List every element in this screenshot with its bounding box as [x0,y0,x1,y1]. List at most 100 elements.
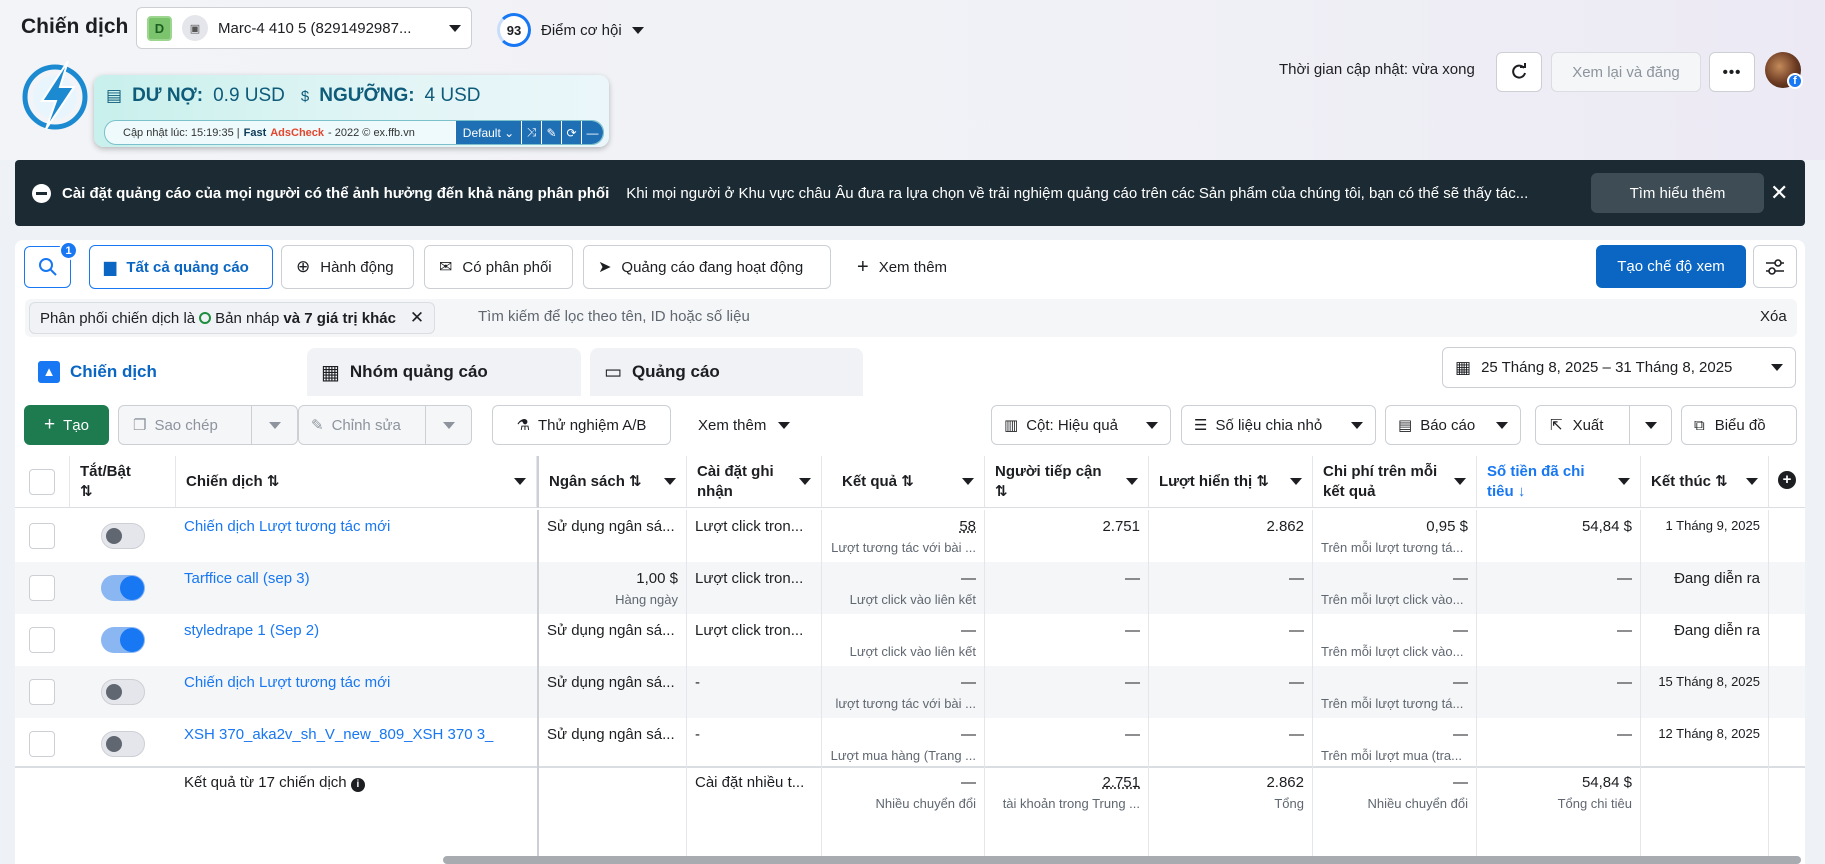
extension-status-bar: Cập nhật lúc: 15:19:35 | Fast AdsCheck -… [104,120,604,145]
cpr-cell: — Trên mỗi lượt click vào... [1313,562,1477,614]
clear-filters-link[interactable]: Xóa [1760,308,1787,325]
campaign-name-link[interactable]: Chiến dịch Lượt tương tác mới [184,518,391,535]
impressions-value: — [1289,726,1304,743]
date-range-picker[interactable]: ▦ 25 Tháng 8, 2025 – 31 Tháng 8, 2025 [1442,347,1796,388]
spent-value: 54,84 $ [1581,518,1632,535]
ends-value: Đang diễn ra [1674,622,1760,639]
settings-sliders-button[interactable] [1753,245,1797,288]
close-icon[interactable]: ✕ [409,308,425,327]
column-cost-per-result[interactable]: Chi phí trên mỗi kết quả [1313,456,1477,508]
ab-test-button[interactable]: ⚗ Thử nghiệm A/B [492,405,671,445]
chevron-down-icon [1496,421,1508,429]
reach-value: 2.751 [1102,518,1140,535]
horizontal-scrollbar[interactable] [443,856,1801,864]
export-dropdown[interactable] [1629,406,1671,444]
filter-search-input[interactable]: Tìm kiếm để lọc theo tên, ID hoặc số liệ… [478,308,750,325]
minimize-icon[interactable]: — [581,121,603,144]
column-results[interactable]: Kết quả ⇅ [822,456,985,508]
actions-button[interactable]: ⊕ Hành động [281,245,414,289]
column-ends[interactable]: Kết thúc ⇅ [1641,456,1769,508]
reach-cell: — [985,718,1149,770]
column-spent-label: Số tiền đã chi [1487,463,1585,480]
campaign-name-cell: styledrape 1 (Sep 2) [176,614,537,666]
column-toggle[interactable]: Tắt/Bật ⇅ [70,456,176,508]
tab-ad-sets[interactable]: ▦ Nhóm quảng cáo [307,348,581,396]
campaign-toggle[interactable] [101,575,145,601]
table-row[interactable]: Chiến dịch Lượt tương tác mới Sử dụng ngâ… [15,510,1805,562]
columns-icon: ▥ [1004,417,1019,434]
filter-chip[interactable]: Phân phối chiến dịch là Bản nháp và 7 gi… [29,302,436,334]
campaign-name-link[interactable]: Tarffice call (sep 3) [184,570,310,587]
see-more-actions-label: Xem thêm [698,416,767,434]
delivering-button[interactable]: ✉ Có phân phối [424,245,573,289]
column-amount-spent[interactable]: Số tiền đã chi tiêu ↓ [1477,456,1641,508]
row-checkbox[interactable] [29,523,55,549]
results-sub: lượt tương tác với bài ... [835,696,976,711]
impressions-cell: — [1149,562,1313,614]
copy-dropdown[interactable] [251,406,297,444]
refresh-button[interactable] [1496,52,1542,92]
row-checkbox[interactable] [29,731,55,757]
opportunity-score[interactable]: 93 Điểm cơ hội [497,13,644,47]
campaign-toggle[interactable] [101,627,145,653]
see-more-actions-button[interactable]: Xem thêm [686,405,808,445]
budget-value: Sử dụng ngân sá... [547,674,675,691]
edit-icon[interactable]: ✎ [541,121,561,144]
sort-icon: ⇅ [266,473,280,490]
campaign-name-link[interactable]: Chiến dịch Lượt tương tác mới [184,674,391,691]
more-options-button[interactable]: ••• [1709,52,1755,92]
table-row[interactable]: XSH 370_aka2v_sh_V_new_809_XSH 370 3_ Sử … [15,718,1805,770]
copy-button[interactable]: ❐ Sao chép [118,405,298,445]
report-button[interactable]: ▤ Báo cáo [1385,405,1521,445]
impressions-cell: — [1149,666,1313,718]
shuffle-icon[interactable]: ⤨ [521,121,541,144]
add-column-icon[interactable]: + [1778,471,1796,489]
campaign-name-link[interactable]: XSH 370_aka2v_sh_V_new_809_XSH 370 3_ [184,726,494,743]
campaign-toggle[interactable] [101,731,145,757]
close-icon[interactable]: ✕ [1770,180,1789,205]
create-button[interactable]: + Tạo [24,405,109,445]
impressions-value: — [1289,622,1304,639]
column-budget[interactable]: Ngân sách ⇅ [537,456,687,508]
campaign-toggle[interactable] [101,679,145,705]
totals-ends-cell [1641,766,1769,864]
totals-impressions: 2.862 [1266,774,1304,791]
table-row[interactable]: Chiến dịch Lượt tương tác mới Sử dụng ngâ… [15,666,1805,718]
row-checkbox[interactable] [29,575,55,601]
results-value: — [961,622,976,639]
columns-button[interactable]: ▥ Cột: Hiệu quả [991,405,1171,445]
debt-label: DƯ NỢ: [132,85,204,106]
export-button[interactable]: ⇱ Xuất [1535,405,1672,445]
tab-campaigns[interactable]: ▲ Chiến dịch [24,348,298,396]
column-campaign[interactable]: Chiến dịch ⇅ [176,456,537,508]
create-view-button[interactable]: Tạo chế độ xem [1596,245,1746,288]
column-impressions[interactable]: Lượt hiển thị ⇅ [1149,456,1313,508]
chevron-down-icon [1146,421,1158,429]
active-ads-button[interactable]: ➤ Quảng cáo đang hoạt động [583,245,831,289]
mode-select[interactable]: Default ⌄ [455,121,521,144]
edit-button[interactable]: ✎ Chỉnh sửa [298,405,472,445]
select-all-checkbox[interactable] [29,469,55,495]
breakdown-button[interactable]: ☰ Số liệu chia nhỏ [1181,405,1376,445]
row-checkbox[interactable] [29,627,55,653]
review-publish-button[interactable]: Xem lại và đăng [1551,52,1701,92]
column-reach[interactable]: Người tiếp cận ⇅ [985,456,1149,508]
table-row[interactable]: Tarffice call (sep 3) 1,00 $ Hàng ngày Lượt… [15,562,1805,614]
all-ads-button[interactable]: ▆ Tất cả quảng cáo [89,245,273,289]
row-checkbox[interactable] [29,679,55,705]
table-row[interactable]: styledrape 1 (Sep 2) Sử dụng ngân sá... Lư… [15,614,1805,666]
campaign-toggle[interactable] [101,523,145,549]
see-more-filters-button[interactable]: + Xem thêm [843,245,973,289]
campaign-name-link[interactable]: styledrape 1 (Sep 2) [184,622,320,639]
search-button[interactable]: 1 [24,241,78,288]
account-selector[interactable]: D ▣ Marc-4 410 5 (8291492987... [136,7,472,49]
info-icon[interactable]: i [350,778,365,792]
learn-more-button[interactable]: Tìm hiểu thêm [1591,173,1764,213]
sync-icon[interactable]: ⟳ [561,121,581,144]
impressions-value: — [1289,674,1304,691]
edit-dropdown[interactable] [425,406,471,444]
tab-ads[interactable]: ▭ Quảng cáo [590,348,863,396]
chart-button[interactable]: ⧉ Biểu đồ [1681,405,1797,445]
column-attribution[interactable]: Cài đặt ghi nhận [687,456,822,508]
plus-icon: + [857,255,869,278]
